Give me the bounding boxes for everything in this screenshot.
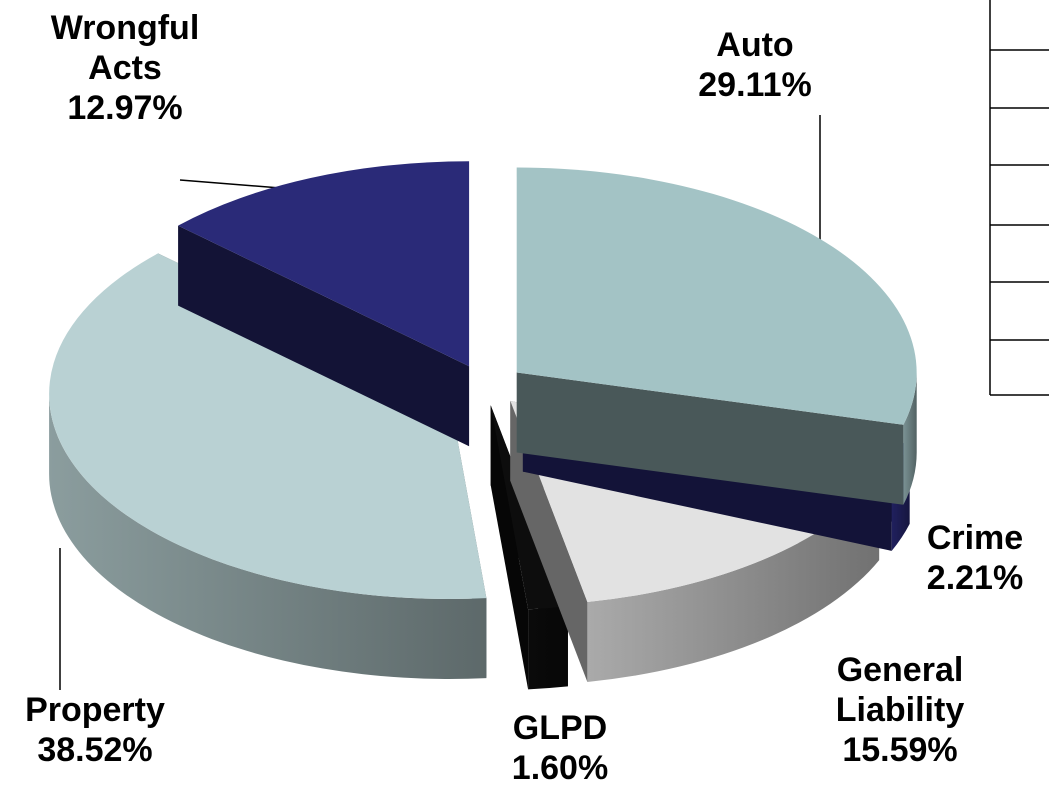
label: Auto 29.11% [655, 25, 855, 105]
label: General Liability 15.59% [815, 650, 985, 770]
slice-wall [587, 480, 880, 682]
slice-wall [49, 394, 487, 679]
table-fragment [989, 0, 1049, 396]
value-label: 12.97% [67, 89, 183, 127]
slice-side [516, 372, 904, 505]
category-label: Auto [716, 26, 794, 64]
label: Wrongful Acts 12.97% [40, 8, 210, 128]
category-label: General Liability [835, 651, 965, 729]
slice-wall [528, 606, 568, 690]
value-label: 29.11% [698, 66, 812, 104]
slice [516, 167, 917, 425]
label: GLPD 1.60% [460, 708, 660, 788]
category-label: Wrongful Acts [50, 9, 200, 87]
value-label: 38.52% [37, 731, 153, 769]
category-label: Property [25, 691, 165, 729]
pie [49, 161, 917, 690]
value-label: 2.21% [926, 559, 1024, 597]
slice [178, 161, 470, 367]
category-label: Crime [926, 519, 1024, 557]
label: Property 38.52% [0, 690, 195, 770]
label: Crime 2.21% [875, 518, 1049, 598]
slice-wall [903, 372, 917, 505]
slice [49, 253, 487, 599]
value-label: 15.59% [842, 731, 958, 769]
slice-side [490, 405, 529, 690]
slice-side [178, 225, 470, 447]
value-label: 1.60% [511, 749, 609, 787]
category-label: GLPD [512, 709, 608, 747]
